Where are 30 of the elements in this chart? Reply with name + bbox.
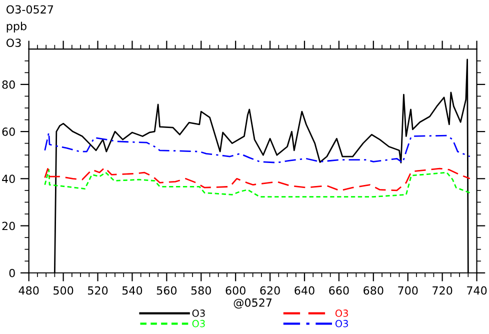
- x-tick-label: 640: [294, 286, 314, 295]
- line-series: [44, 132, 471, 164]
- y-tick-label: 60: [2, 128, 15, 136]
- x-tick-label: 720: [432, 286, 452, 295]
- x-axis-title: @0527: [234, 298, 272, 309]
- x-tick-label: 740: [467, 286, 487, 295]
- x-tick-label: 540: [122, 286, 142, 295]
- text: O3: [192, 310, 205, 317]
- line-series: [44, 166, 471, 192]
- y-tick-label: 0: [9, 268, 15, 278]
- x-tick-label: 620: [260, 286, 280, 295]
- y-tick-label: 80: [2, 80, 15, 89]
- x-tick-label: 600: [226, 286, 246, 295]
- chart-title: O3-0527: [6, 5, 54, 14]
- x-tick-label: 500: [54, 286, 74, 295]
- chart-subtitle: O3: [6, 38, 21, 48]
- x-tick-label: 700: [398, 286, 418, 295]
- y-tick-label: 40: [2, 174, 15, 184]
- x-tick-label: 560: [156, 286, 177, 295]
- x-tick-label: 680: [364, 286, 384, 295]
- x-tick-label: 660: [329, 286, 349, 295]
- x-tick-label: 520: [88, 286, 108, 295]
- text: O3: [335, 310, 348, 317]
- y-tick-label: 20: [2, 222, 15, 230]
- y-axis-title: ppb: [6, 22, 26, 32]
- x-tick-label: 580: [191, 286, 211, 295]
- text: O3: [335, 320, 348, 328]
- x-tick-label: 480: [18, 286, 39, 295]
- text: O3: [192, 320, 205, 328]
- line-series: [44, 169, 471, 198]
